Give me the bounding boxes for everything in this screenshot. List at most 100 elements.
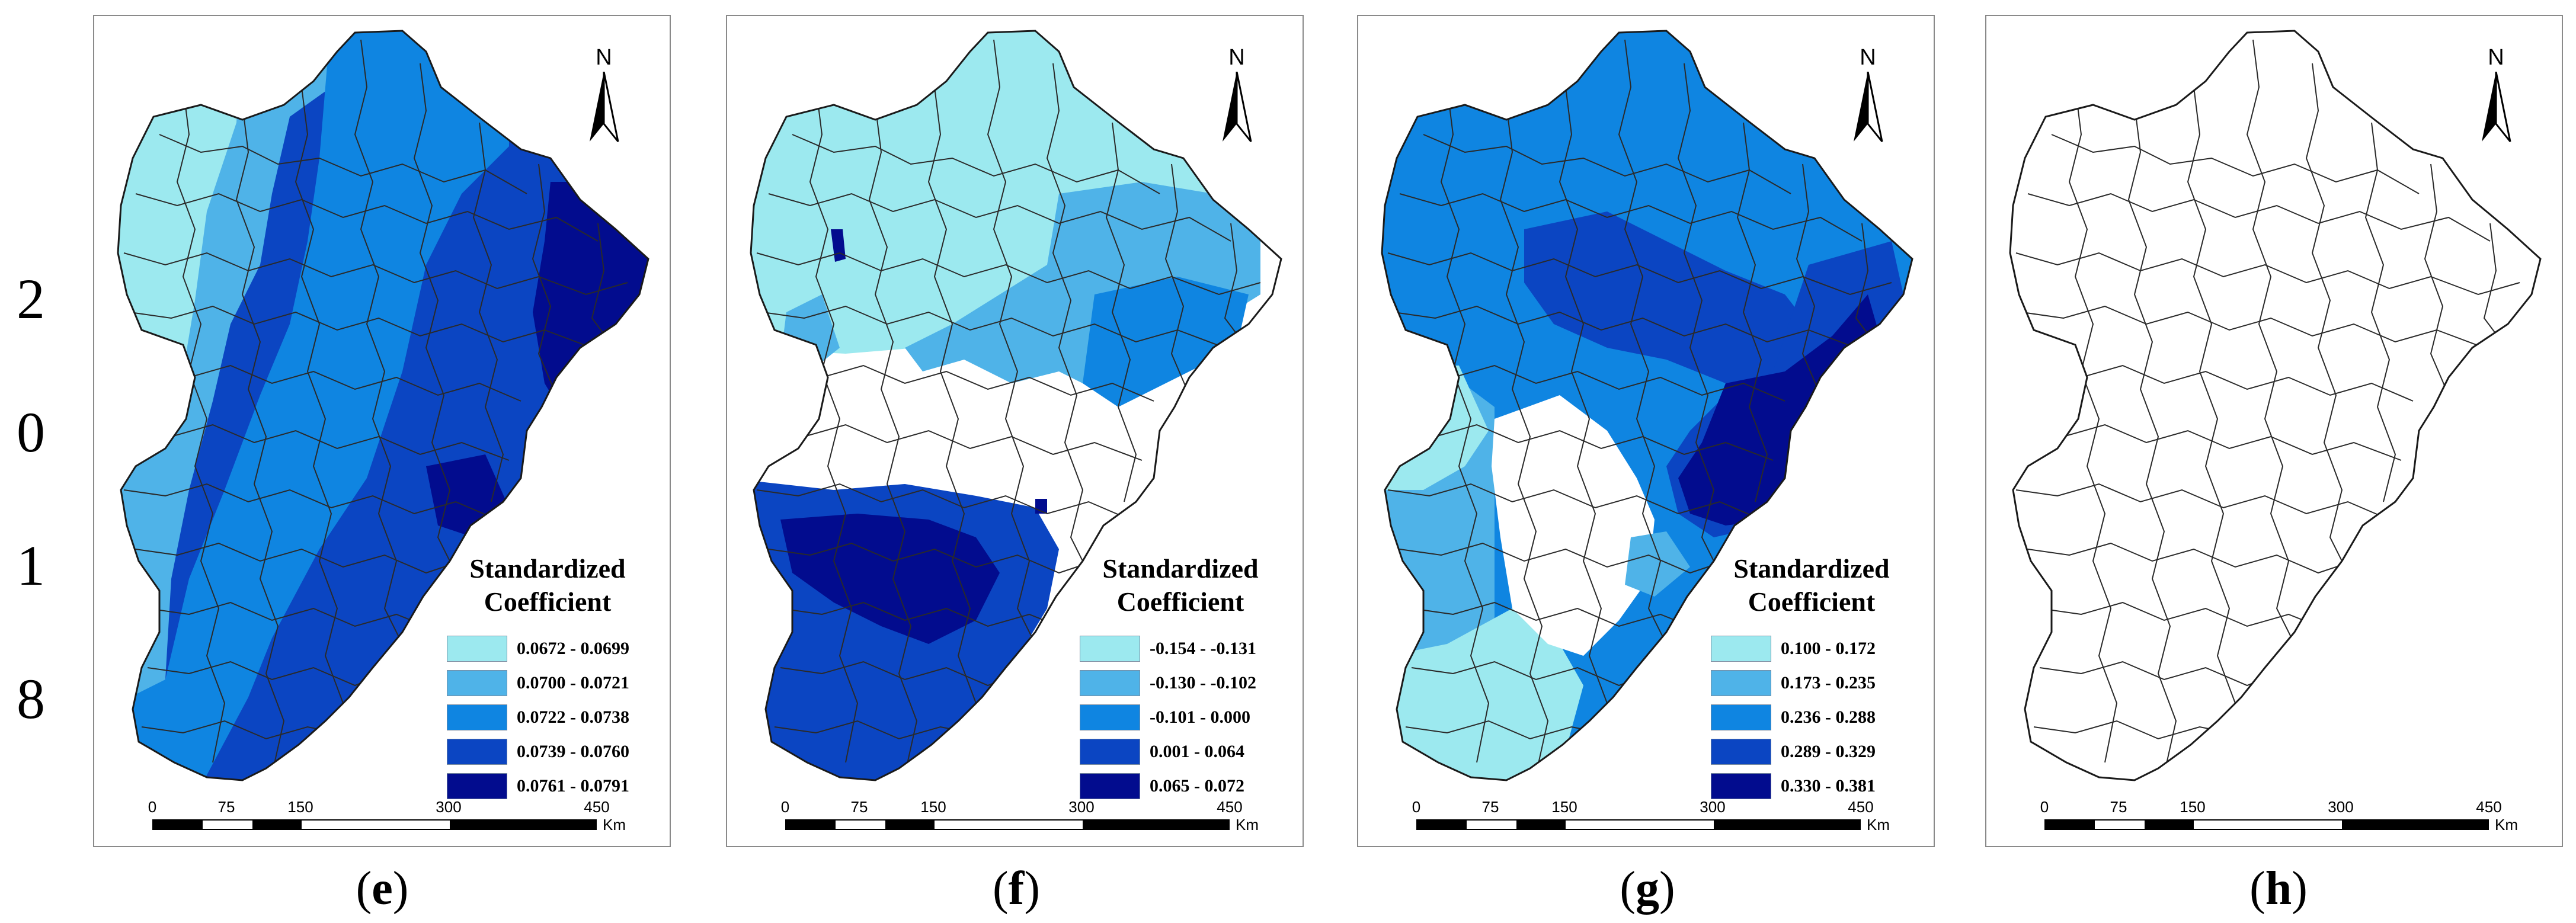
region-class1-south — [1382, 608, 1583, 780]
outline-map-h — [2009, 30, 2542, 781]
caption-h: (h) — [2219, 862, 2338, 915]
caption-letter: g — [1636, 863, 1659, 915]
north-arrow-g: N — [1844, 46, 1892, 146]
scale-bar-g: 0 75 150 300 450 Km — [1412, 798, 1896, 845]
legend-title: Standardized — [1733, 553, 1890, 584]
map-panel-h: N 0 75 150 300 450 Km — [1985, 15, 2563, 847]
legend-item: 0.001 - 0.064 — [1080, 735, 1281, 769]
legend-swatch — [1080, 636, 1140, 662]
legend-swatch — [447, 636, 507, 662]
legend-swatch — [1080, 739, 1140, 765]
scale-tick: 300 — [1700, 798, 1726, 816]
scale-unit: Km — [2495, 816, 2518, 834]
year-digit-4: 8 — [17, 667, 45, 730]
caption-paren-close: ) — [2292, 863, 2308, 915]
legend-item: 0.173 - 0.235 — [1711, 666, 1912, 700]
legend-label: 0.0700 - 0.0721 — [517, 673, 629, 693]
scale-unit: Km — [1867, 816, 1890, 834]
region-class3-east — [1083, 277, 1249, 407]
north-label: N — [1860, 45, 1876, 70]
year-digit-1: 2 — [17, 267, 45, 331]
scale-tick: 450 — [1217, 798, 1243, 816]
legend-item: 0.0739 - 0.0760 — [447, 735, 648, 769]
legend-title-2: Coefficient — [1748, 587, 1876, 617]
scale-tick: 450 — [2476, 798, 2502, 816]
legend-item: 0.100 - 0.172 — [1711, 632, 1912, 666]
north-arrow-icon — [1223, 72, 1252, 142]
legend-swatch — [1711, 636, 1771, 662]
scale-unit: Km — [1236, 816, 1259, 834]
map-panel-g: N Standardized Coefficient 0.100 - 0.172… — [1357, 15, 1935, 847]
legend-title: Standardized — [469, 553, 626, 584]
region-class5-coast — [1678, 294, 1880, 525]
caption-paren-open: ( — [2249, 863, 2265, 915]
legend-item: -0.130 - -0.102 — [1080, 666, 1281, 700]
legend-item: 0.065 - 0.072 — [1080, 769, 1281, 803]
map-panel-e: N Standardized Coefficient 0.0672 - 0.06… — [93, 15, 671, 847]
legend-item: 0.330 - 0.381 — [1711, 769, 1912, 803]
scale-bar-h: 0 75 150 300 450 Km — [2040, 798, 2524, 845]
caption-paren-open: ( — [1620, 863, 1636, 915]
scale-tick: 75 — [217, 798, 235, 816]
year-digit-3: 1 — [17, 534, 45, 597]
scale-tick: 0 — [148, 798, 157, 816]
caption-letter: f — [1008, 863, 1025, 915]
legend-swatch — [1711, 773, 1771, 799]
legend-swatch — [1711, 704, 1771, 730]
legend-label: -0.101 - 0.000 — [1150, 707, 1250, 727]
scale-tick: 75 — [2110, 798, 2127, 816]
caption-paren-open: ( — [993, 863, 1009, 915]
legend-item: 0.236 - 0.288 — [1711, 700, 1912, 735]
north-arrow-icon — [590, 72, 619, 142]
legend-swatch — [1711, 739, 1771, 765]
legend-swatch — [1080, 670, 1140, 696]
legend-item: 0.0761 - 0.0791 — [447, 769, 648, 803]
north-label: N — [596, 45, 612, 70]
scale-unit: Km — [603, 816, 626, 834]
caption-paren-close: ) — [392, 863, 409, 915]
legend-g: Standardized Coefficient 0.100 - 0.172 0… — [1711, 552, 1912, 803]
legend-title-2: Coefficient — [484, 587, 612, 617]
caption-paren-close: ) — [1024, 863, 1040, 915]
caption-f: (f) — [957, 862, 1076, 915]
legend-label: 0.289 - 0.329 — [1781, 742, 1876, 761]
legend-swatch — [1080, 704, 1140, 730]
scale-tick: 150 — [1551, 798, 1577, 816]
legend-item: 0.0672 - 0.0699 — [447, 632, 648, 666]
legend-label: 0.0722 - 0.0738 — [517, 707, 629, 727]
region-class5-east — [533, 182, 648, 443]
legend-item: 0.289 - 0.329 — [1711, 735, 1912, 769]
legend-title-2: Coefficient — [1116, 587, 1244, 617]
legend-swatch — [447, 670, 507, 696]
scale-bar-segments — [1416, 819, 1861, 830]
legend-label: 0.100 - 0.172 — [1781, 639, 1876, 658]
scale-tick: 75 — [1481, 798, 1499, 816]
map-panel-f: N Standardized Coefficient -0.154 - -0.1… — [726, 15, 1304, 847]
legend-label: 0.001 - 0.064 — [1150, 742, 1244, 761]
scale-tick: 300 — [1068, 798, 1095, 816]
choropleth-map-g — [1381, 30, 1913, 781]
caption-e: (e) — [323, 862, 441, 915]
choropleth-map-f — [750, 30, 1282, 781]
legend-item: 0.0700 - 0.0721 — [447, 666, 648, 700]
region-class5-south — [780, 514, 1000, 644]
north-arrow-f: N — [1213, 46, 1260, 146]
scale-tick: 0 — [1412, 798, 1421, 816]
legend-label: 0.330 - 0.381 — [1781, 776, 1876, 796]
legend-swatch — [1080, 773, 1140, 799]
legend-item: -0.101 - 0.000 — [1080, 700, 1281, 735]
legend-label: 0.0761 - 0.0791 — [517, 776, 629, 796]
legend-label: -0.130 - -0.102 — [1150, 673, 1256, 693]
year-digit-2: 0 — [17, 400, 45, 464]
north-label: N — [2488, 45, 2504, 70]
choropleth-map-e — [117, 30, 649, 781]
scale-tick: 150 — [920, 798, 946, 816]
caption-letter: h — [2265, 863, 2292, 915]
legend-e: Standardized Coefficient 0.0672 - 0.0699… — [447, 552, 648, 803]
region-class4-central — [1524, 211, 1826, 395]
scale-tick: 300 — [436, 798, 462, 816]
scale-tick: 450 — [1848, 798, 1874, 816]
legend-label: 0.236 - 0.288 — [1781, 707, 1876, 727]
scale-tick: 75 — [850, 798, 868, 816]
north-arrow-icon — [1854, 72, 1883, 142]
